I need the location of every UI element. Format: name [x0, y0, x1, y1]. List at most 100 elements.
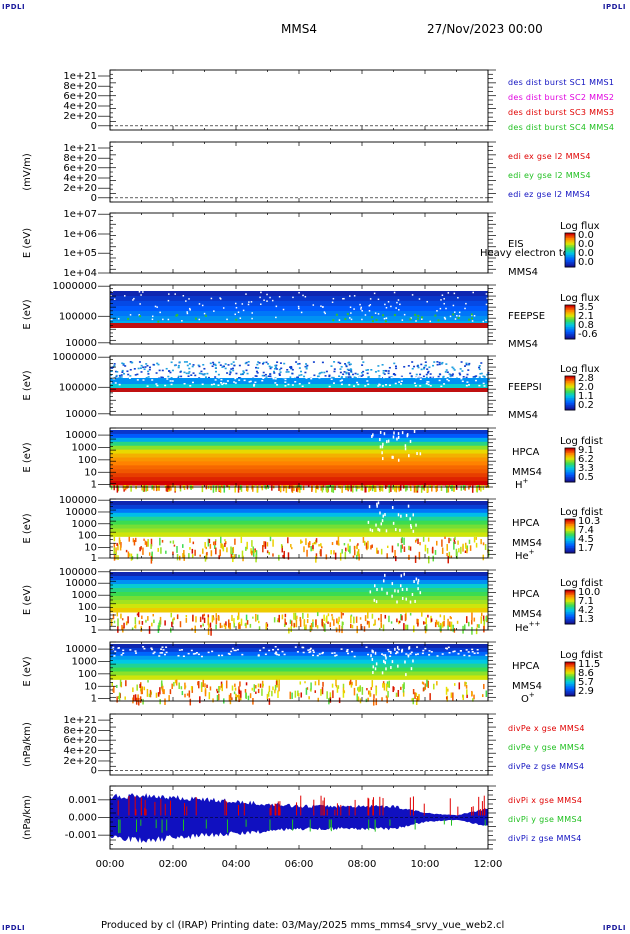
spectro-speck [476, 649, 479, 651]
spectro-speck [117, 647, 120, 649]
spectro-speck [255, 370, 258, 373]
y-tick-label: 10000 [65, 409, 97, 420]
spectro-speck [471, 317, 474, 320]
spectro-speck [155, 485, 158, 492]
colorbar-cell [565, 690, 575, 694]
spectro-speck [394, 365, 397, 368]
spectro-speck [346, 368, 349, 371]
spectro-speck [321, 618, 324, 627]
spectro-speck [221, 654, 224, 657]
spectro-speck [114, 650, 117, 653]
spectro-speck [482, 382, 485, 385]
spectro-speck [251, 317, 253, 320]
spectro-speck [268, 551, 270, 555]
spectro-speck [420, 368, 423, 371]
spectro-speck [487, 378, 490, 381]
spectro-speck [470, 313, 473, 316]
spectro-speck [127, 317, 130, 320]
spectro-speck [409, 612, 412, 616]
spectro-speck [377, 617, 380, 621]
spectro-speck [192, 614, 194, 622]
spectro-speck [410, 667, 413, 671]
spectro-speck [133, 694, 135, 701]
spectro-speck [340, 648, 343, 650]
spectro-speck [127, 373, 130, 376]
spectro-speck [353, 376, 356, 379]
spectro-speck [361, 318, 363, 321]
spectro-speck [449, 538, 452, 542]
spectro-speck [190, 686, 193, 691]
spectro-speck [426, 371, 429, 374]
colorbar-cell [565, 529, 575, 532]
spectro-speck [451, 485, 453, 492]
colorbar-cell [565, 251, 575, 254]
spectro-speck [190, 485, 192, 488]
spectro-speck [237, 615, 239, 621]
spectro-speck [429, 693, 431, 701]
spectro-speck [234, 377, 237, 380]
spectro-speck [458, 311, 461, 314]
spectro-speck [377, 501, 380, 505]
spectro-speck [421, 652, 424, 655]
spectro-speck [382, 654, 385, 656]
spectro-speck [365, 485, 367, 493]
spectro-speck [379, 438, 381, 442]
spectro-speck [336, 618, 338, 624]
spectro-speck [356, 554, 358, 560]
spectro-speck [271, 485, 273, 491]
spectro-speck [371, 434, 373, 438]
spectro-speck [168, 293, 170, 295]
spectro-speck [315, 555, 317, 563]
spectro-speck [245, 614, 248, 621]
spectro-speck [285, 622, 287, 625]
spectro-speck [464, 681, 466, 687]
spectro-speck [191, 554, 194, 558]
spectro-speck [404, 444, 407, 448]
spectro-speck [213, 310, 215, 312]
spectro-speck [265, 376, 268, 378]
colorbar-cell [565, 692, 575, 695]
spectro-speck [179, 371, 182, 373]
spectro-speck [110, 370, 113, 372]
colorbar-label: 4.5 [578, 534, 594, 545]
spectro-speck [269, 373, 272, 375]
y-tick-label: 1e+21 [63, 71, 97, 82]
spectro-speck [418, 485, 420, 488]
spectro-speck [423, 366, 426, 369]
spectro-speck [397, 689, 400, 697]
spectro-speck [177, 366, 180, 369]
colorbar-label: 0.0 [578, 248, 594, 259]
spectro-speck [263, 299, 265, 302]
spectro-speck [291, 547, 293, 550]
spectro-speck [418, 694, 420, 701]
colorbar-cell [565, 532, 575, 535]
spectro-speck [385, 306, 388, 309]
spectro-speck [276, 384, 279, 386]
spectro-speck [471, 691, 473, 696]
spectro-speck [375, 523, 377, 527]
spectro-speck [474, 379, 477, 382]
spectro-speck [404, 447, 407, 451]
spectro-speck [377, 527, 379, 531]
spectro-speck [343, 690, 346, 694]
spectro-speck [226, 372, 229, 374]
spectro-speck [342, 683, 345, 688]
spectro-speck [457, 317, 460, 320]
spectro-speck [174, 679, 177, 684]
spectro-speck [192, 364, 195, 366]
spectro-speck [399, 303, 401, 306]
spectro-speck [356, 381, 359, 384]
spectro-speck [361, 485, 364, 491]
spectro-speck [465, 302, 467, 305]
spectro-speck [292, 376, 295, 379]
spectro-speck [414, 599, 416, 603]
spectro-speck [349, 545, 351, 554]
spectro-speck [427, 614, 429, 618]
colorbar-cell [565, 322, 575, 325]
spectro-speck [439, 614, 442, 618]
y-axis-label: E (eV) [22, 370, 33, 400]
spectro-speck [475, 542, 478, 548]
spectro-speck [158, 655, 161, 657]
spectro-speck [338, 624, 341, 633]
footer-credit: Produced by cl (IRAP) Printing date: 03/… [101, 920, 505, 931]
